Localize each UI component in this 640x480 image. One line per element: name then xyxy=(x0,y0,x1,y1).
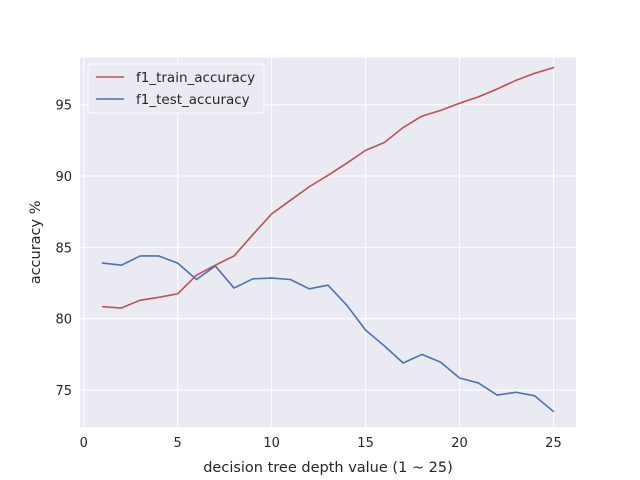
x-tick-label: 20 xyxy=(451,436,468,451)
series-line-f1-test-accuracy xyxy=(101,255,555,413)
series-layer xyxy=(101,66,555,413)
series-line-f1-train-accuracy xyxy=(101,66,555,309)
legend-label-test: f1_test_accuracy xyxy=(136,92,250,108)
x-tick-label: 15 xyxy=(357,436,374,451)
y-tick-label: 90 xyxy=(55,170,72,185)
x-tick-label: 0 xyxy=(80,436,88,451)
y-tick-labels: 75 80 85 90 95 xyxy=(55,99,72,399)
x-axis-label: decision tree depth value (1 ~ 25) xyxy=(203,460,453,476)
legend-box xyxy=(87,63,265,114)
plot-area xyxy=(80,57,576,428)
y-tick-label: 80 xyxy=(55,313,72,328)
y-axis-label: accuracy % xyxy=(28,200,44,284)
y-tick-label: 85 xyxy=(55,241,72,256)
y-tick-label: 95 xyxy=(55,99,72,114)
legend-label-train: f1_train_accuracy xyxy=(136,70,255,86)
y-tick-label: 75 xyxy=(55,384,72,399)
x-tick-labels: 0 5 10 15 20 25 xyxy=(80,436,562,451)
x-tick-label: 5 xyxy=(174,436,182,451)
legend: f1_train_accuracy f1_test_accuracy xyxy=(87,63,265,114)
x-tick-label: 25 xyxy=(545,436,562,451)
x-tick-label: 10 xyxy=(263,436,280,451)
